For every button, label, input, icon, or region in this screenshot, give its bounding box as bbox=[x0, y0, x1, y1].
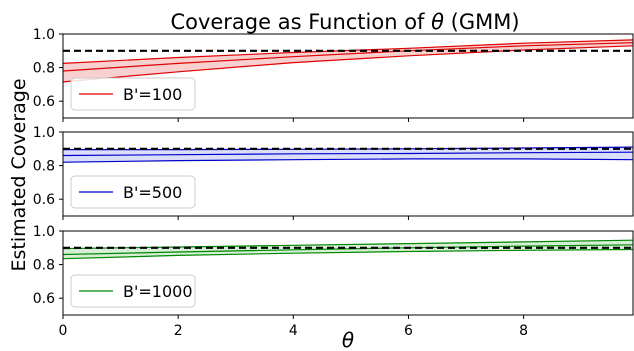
panels-group: 0.6 0.8 1.0 B'=100 0.6 0.8 1.0 B'=500 0.6 0.8 1.0 B… bbox=[33, 27, 634, 339]
lower-bound-line bbox=[62, 45, 634, 83]
legend-box bbox=[70, 175, 196, 209]
legend: B'=1000 bbox=[70, 274, 196, 308]
y-tick-label: 0.8 bbox=[33, 159, 55, 175]
panel-3: 0.6 0.8 1.0 B'=1000 bbox=[33, 224, 634, 319]
y-tick-label: 0.8 bbox=[33, 61, 55, 77]
y-tick-label: 0.6 bbox=[33, 192, 55, 208]
legend-label: B'=100 bbox=[123, 85, 182, 104]
legend-box bbox=[70, 274, 196, 308]
y-tick-label: 0.6 bbox=[33, 291, 55, 307]
y-axis-label: Estimated Coverage bbox=[8, 78, 30, 271]
panel-frame bbox=[62, 33, 634, 119]
chart-title: Coverage as Function of θ (GMM) bbox=[170, 10, 519, 34]
lower-bound-line bbox=[62, 248, 634, 260]
panel-2: 0.6 0.8 1.0 B'=500 bbox=[33, 125, 634, 220]
x-tick-label: 0 bbox=[59, 323, 68, 339]
legend: B'=500 bbox=[70, 175, 196, 209]
y-tick-label: 1.0 bbox=[33, 224, 55, 240]
mean-coverage-line bbox=[62, 42, 634, 72]
mean-coverage-line bbox=[62, 151, 634, 157]
legend-label: B'=500 bbox=[123, 183, 182, 202]
y-tick-label: 1.0 bbox=[33, 125, 55, 141]
legend: B'=100 bbox=[70, 77, 196, 111]
confidence-band bbox=[63, 39, 633, 82]
y-tick-label: 0.8 bbox=[33, 258, 55, 274]
x-tick-label: 4 bbox=[289, 323, 298, 339]
panel-frame bbox=[62, 230, 634, 316]
x-tick-label: 8 bbox=[519, 323, 528, 339]
x-tick-label: 6 bbox=[404, 323, 413, 339]
upper-bound-line bbox=[62, 239, 634, 250]
panel-1: 0.6 0.8 1.0 B'=100 bbox=[33, 27, 634, 122]
y-tick-label: 0.6 bbox=[33, 94, 55, 110]
legend-box bbox=[70, 77, 196, 111]
x-tick-label: 2 bbox=[174, 323, 183, 339]
panel-frame bbox=[62, 131, 634, 217]
x-axis-label: θ bbox=[342, 328, 354, 351]
legend-label: B'=1000 bbox=[123, 282, 193, 301]
lower-bound-line bbox=[62, 158, 634, 163]
y-tick-label: 1.0 bbox=[33, 27, 55, 43]
